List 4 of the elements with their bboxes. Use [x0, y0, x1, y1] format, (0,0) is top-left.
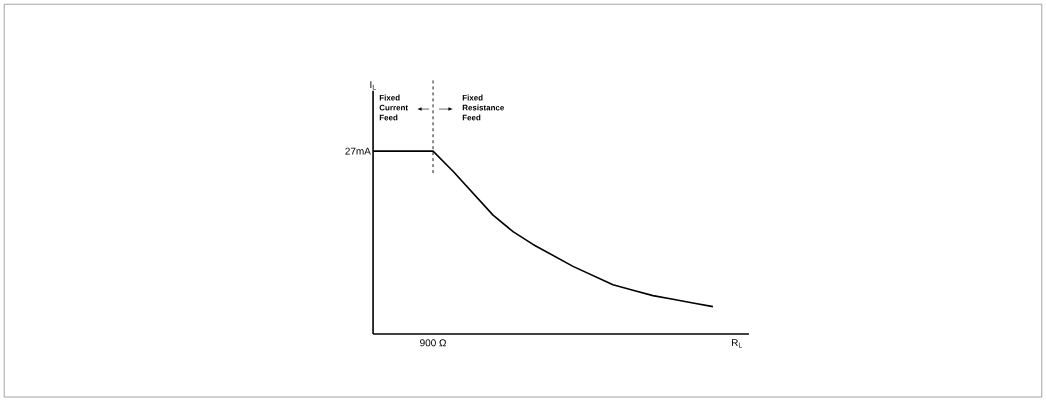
annotation: 27mA	[345, 147, 371, 155]
x-axis-title: R$_{L}$	[731, 339, 742, 348]
text: 900 Ω	[420, 339, 447, 347]
text: I$_{L}$	[370, 81, 376, 90]
